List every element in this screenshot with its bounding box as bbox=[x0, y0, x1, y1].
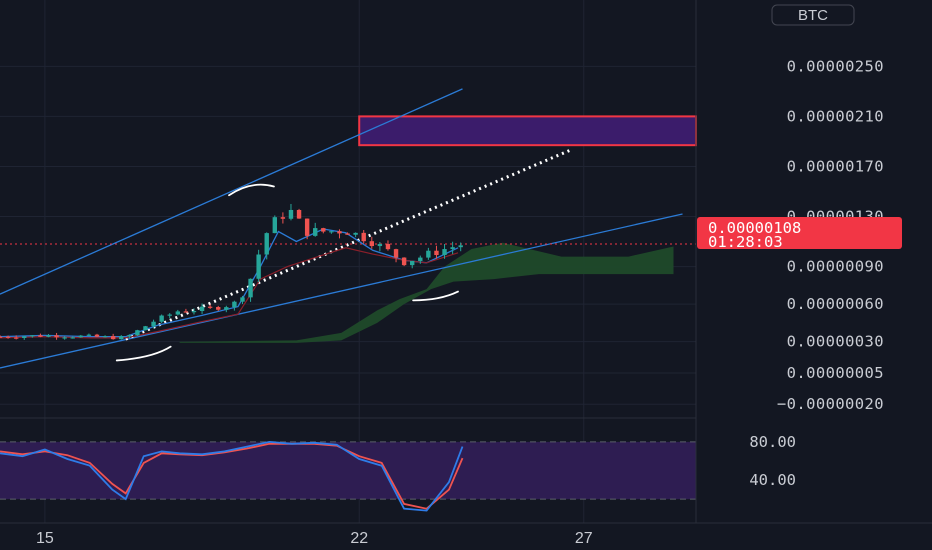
price-axis-label: 0.00000030 bbox=[787, 333, 884, 351]
oscillator-axis-label: 80.00 bbox=[749, 433, 796, 451]
candle-up bbox=[78, 335, 84, 338]
candle-up bbox=[159, 315, 164, 322]
candle-up bbox=[175, 311, 181, 315]
stochastic-d-line bbox=[0, 442, 464, 510]
candle-down bbox=[296, 209, 302, 219]
conversion-line bbox=[0, 228, 459, 338]
candle-up bbox=[272, 217, 278, 234]
candle-down bbox=[94, 334, 100, 337]
candle-up bbox=[256, 254, 261, 279]
candle-down bbox=[321, 228, 326, 232]
overlay-lines bbox=[0, 88, 696, 369]
candle-up bbox=[30, 335, 35, 337]
candle-up bbox=[232, 301, 237, 308]
candle-down bbox=[337, 231, 342, 234]
candle-down bbox=[207, 306, 213, 308]
candle-down bbox=[401, 257, 407, 266]
time-axis-label: 27 bbox=[575, 530, 593, 547]
candle-down bbox=[183, 311, 189, 313]
candle-up bbox=[458, 245, 463, 248]
candle-down bbox=[361, 232, 366, 242]
candle-up bbox=[86, 334, 92, 336]
candle-up bbox=[288, 209, 294, 219]
time-axis-label: 15 bbox=[36, 530, 54, 547]
candle-up bbox=[70, 337, 75, 339]
candle-down bbox=[385, 243, 391, 250]
price-axis-label: 0.00000210 bbox=[787, 107, 884, 125]
price-axis-label: 0.00000250 bbox=[787, 57, 884, 75]
candle-up bbox=[313, 228, 318, 236]
resistance-zone[interactable] bbox=[358, 115, 697, 147]
candle-up bbox=[442, 249, 447, 256]
candle-up bbox=[418, 257, 423, 262]
candle-up bbox=[410, 261, 415, 266]
channel-lower-line[interactable] bbox=[0, 213, 683, 369]
time-axis[interactable]: 15 22 27 bbox=[36, 530, 593, 547]
current-price-marker: 0.00000108 01:28:03 bbox=[697, 217, 902, 251]
candle-up bbox=[191, 311, 197, 313]
curve-mark-bottom-left bbox=[115, 345, 172, 362]
time-axis-label: 22 bbox=[350, 530, 368, 547]
dotted-projection-line[interactable] bbox=[125, 148, 571, 341]
price-axis-label: 0.00000005 bbox=[787, 364, 884, 382]
candle-down bbox=[38, 335, 43, 337]
base-line bbox=[0, 247, 459, 339]
curve-mark-top bbox=[228, 183, 275, 197]
candle-up bbox=[127, 335, 132, 337]
candle-up bbox=[62, 337, 67, 339]
grid bbox=[0, 0, 696, 523]
currency-button[interactable]: BTC bbox=[771, 4, 855, 26]
candle-up bbox=[151, 321, 156, 327]
current-price-value: 0.00000108 bbox=[708, 219, 801, 237]
candle-up bbox=[224, 307, 229, 310]
candle-up bbox=[426, 250, 431, 258]
candle-down bbox=[110, 336, 116, 340]
candle-up bbox=[329, 231, 334, 233]
candle-up bbox=[135, 330, 140, 336]
candle-up bbox=[240, 297, 245, 302]
candle-up bbox=[46, 335, 51, 337]
candle-down bbox=[13, 337, 19, 339]
candle-down bbox=[54, 335, 59, 338]
candle-up bbox=[450, 247, 455, 250]
curve-mark-bottom-right bbox=[412, 290, 459, 302]
currency-button-label: BTC bbox=[798, 7, 828, 24]
price-axis-label: 0.00000170 bbox=[787, 157, 884, 175]
oscillator-axis[interactable]: 80.00 40.00 bbox=[749, 433, 796, 489]
candle-down bbox=[369, 241, 374, 247]
candle-up bbox=[199, 306, 205, 312]
oscillator-axis-label: 40.00 bbox=[749, 471, 796, 489]
candle-up bbox=[102, 336, 108, 338]
stochastic-k-line bbox=[0, 440, 464, 512]
candle-up bbox=[119, 336, 124, 340]
candle-down bbox=[393, 249, 399, 258]
candle-up bbox=[248, 278, 253, 298]
candle-down bbox=[0, 336, 3, 338]
candle-up bbox=[22, 336, 27, 338]
candle-down bbox=[434, 250, 439, 256]
price-axis-label: −0.00000020 bbox=[777, 395, 884, 413]
candle-down bbox=[5, 336, 11, 338]
candle-down bbox=[345, 233, 350, 235]
candle-up bbox=[143, 326, 148, 331]
currency-button-frame bbox=[771, 4, 855, 26]
candle-down bbox=[304, 218, 310, 236]
price-axis-label: 0.00000090 bbox=[787, 258, 884, 276]
curve-annotations bbox=[115, 183, 459, 362]
price-countdown: 01:28:03 bbox=[708, 233, 783, 251]
candle-down bbox=[216, 307, 221, 310]
candle-up bbox=[264, 233, 269, 255]
current-price-box bbox=[697, 217, 902, 249]
cloud-area bbox=[179, 242, 674, 343]
ichimoku-cloud bbox=[179, 242, 674, 343]
channel-upper-line[interactable] bbox=[0, 88, 463, 295]
candle-up bbox=[167, 314, 172, 316]
stochastic-oscillator bbox=[0, 440, 696, 512]
candle-up bbox=[377, 243, 383, 247]
candlesticks bbox=[0, 203, 463, 340]
candle-down bbox=[280, 217, 286, 219]
candle-up bbox=[353, 232, 358, 235]
price-axis-label: 0.00000060 bbox=[787, 295, 884, 313]
